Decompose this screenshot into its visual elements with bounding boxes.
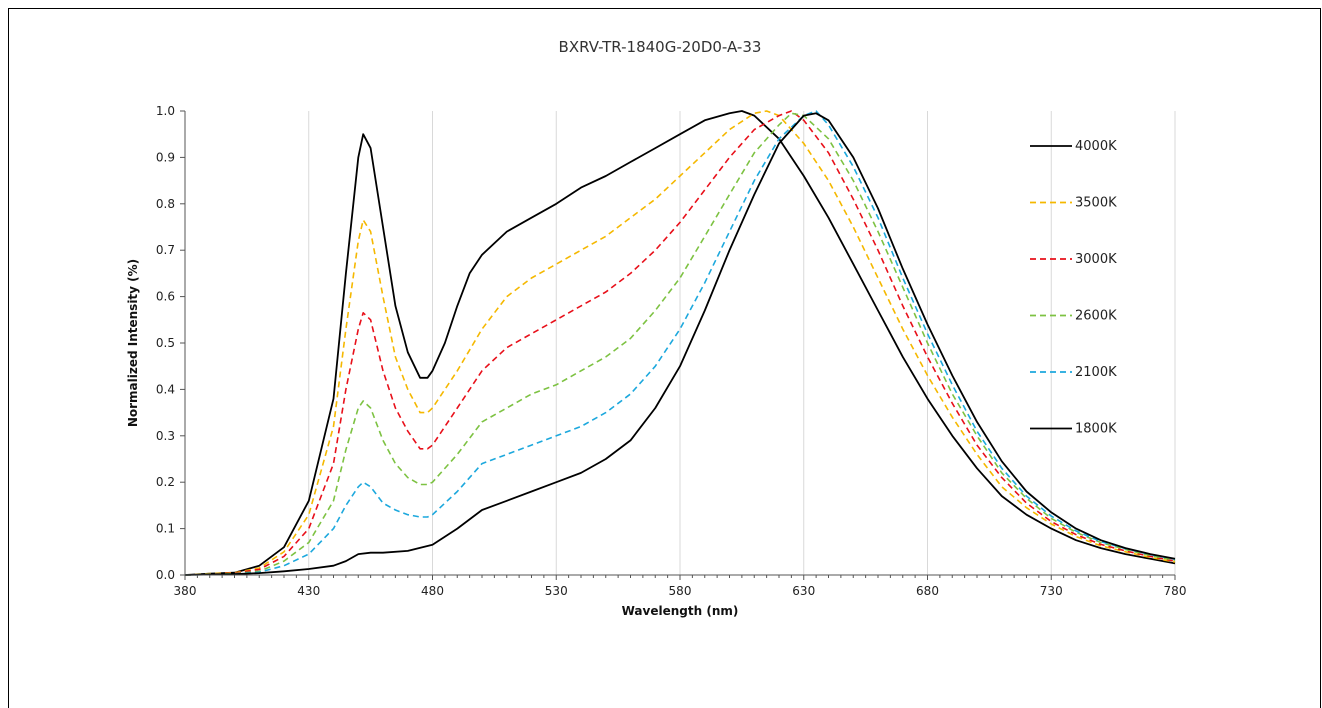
legend-label-1800k: 1800K xyxy=(1075,422,1117,437)
y-tick-label-0.4: 0.4 xyxy=(156,382,175,396)
legend-label-2100k: 2100K xyxy=(1075,365,1117,380)
y-tick-label-0.8: 0.8 xyxy=(156,197,175,211)
series-line-3000k xyxy=(184,110,1176,576)
series-line-1800k xyxy=(184,112,1176,576)
chart-title: BXRV-TR-1840G-20D0-A-33 xyxy=(559,38,762,56)
y-tick-label-0.7: 0.7 xyxy=(156,243,175,257)
x-tick-label-380: 380 xyxy=(174,584,197,598)
x-tick-label-430: 430 xyxy=(297,584,320,598)
legend-label-3500k: 3500K xyxy=(1075,196,1117,211)
chart-frame xyxy=(8,8,1321,708)
series-line-2600k xyxy=(184,112,1176,576)
x-tick-labels: 380 430 480 530 580 630 680 730 780 xyxy=(174,584,1187,598)
legend-label-2600k: 2600K xyxy=(1075,309,1117,324)
y-tick-label-0.9: 0.9 xyxy=(156,150,175,164)
grid-lines xyxy=(308,111,1176,575)
x-tick-label-780: 780 xyxy=(1164,584,1187,598)
y-tick-label-1.0: 1.0 xyxy=(156,104,175,118)
y-tick-label-0.1: 0.1 xyxy=(156,522,175,536)
x-tick-label-580: 580 xyxy=(669,584,692,598)
legend-label-4000k: 4000K xyxy=(1075,139,1117,154)
x-tick-label-530: 530 xyxy=(545,584,568,598)
y-tick-label-0.6: 0.6 xyxy=(156,290,175,304)
series-lines xyxy=(184,110,1176,576)
y-tick-label-0.5: 0.5 xyxy=(156,336,175,350)
series-line-4000k xyxy=(184,110,1176,576)
y-axis-label: Normalized Intensity (%) xyxy=(126,259,140,427)
series-line-3500k xyxy=(184,110,1176,576)
x-tick-label-480: 480 xyxy=(421,584,444,598)
series-line-2100k xyxy=(184,110,1176,576)
y-tick-labels: 0.0 0.1 0.2 0.3 0.4 0.5 0.6 0.7 0.8 0.9 1.0 xyxy=(156,104,175,582)
axes xyxy=(180,110,1176,580)
x-axis-label: Wavelength (nm) xyxy=(622,604,739,618)
y-tick-label-0.0: 0.0 xyxy=(156,568,175,582)
y-tick-label-0.2: 0.2 xyxy=(156,475,175,489)
y-tick-label-0.3: 0.3 xyxy=(156,429,175,443)
x-tick-label-680: 680 xyxy=(916,584,939,598)
x-tick-label-630: 630 xyxy=(792,584,815,598)
legend: 4000K 3500K 3000K 2600K 2100K 1800K xyxy=(1030,139,1117,437)
x-tick-label-730: 730 xyxy=(1040,584,1063,598)
legend-label-3000k: 3000K xyxy=(1075,252,1117,267)
